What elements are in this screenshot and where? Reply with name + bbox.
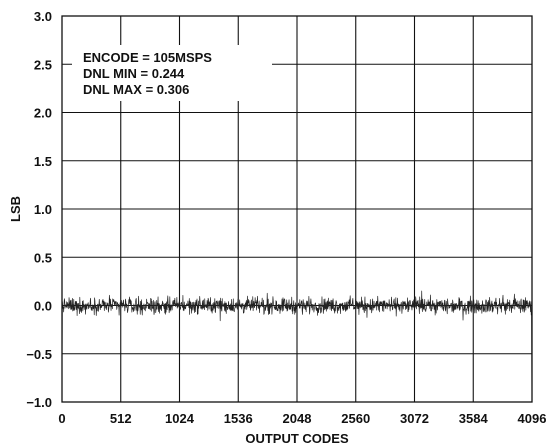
x-tick-labels: 0 512 1024 1536 2048 2560 3072 3584 4096 — [58, 411, 546, 426]
y-tick-label: 1.0 — [34, 202, 52, 217]
x-tick-label: 4096 — [518, 411, 547, 426]
x-tick-label: 512 — [110, 411, 132, 426]
y-tick-label: 0.0 — [34, 299, 52, 314]
annotation-encode: ENCODE = 105MSPS — [83, 50, 212, 65]
annotation-dnl-min: DNL MIN = 0.244 — [83, 66, 185, 81]
dnl-trace — [61, 290, 533, 403]
x-tick-label: 2560 — [341, 411, 370, 426]
y-tick-label: −0.5 — [26, 347, 52, 362]
annotation-box — [72, 45, 272, 101]
y-tick-label: 0.5 — [34, 250, 52, 265]
plot-frame — [61, 15, 533, 403]
y-tick-label: −1.0 — [26, 395, 52, 410]
x-tick-label: 1536 — [224, 411, 253, 426]
y-tick-label: 1.5 — [34, 154, 52, 169]
x-tick-label: 1024 — [165, 411, 195, 426]
y-tick-labels: 3.0 2.5 2.0 1.5 1.0 0.5 0.0 −0.5 −1.0 — [26, 9, 52, 410]
x-tick-label: 3072 — [400, 411, 429, 426]
x-tick-label: 3584 — [459, 411, 489, 426]
dnl-series-line — [61, 290, 533, 403]
x-tick-label: 0 — [58, 411, 65, 426]
x-axis-label: OUTPUT CODES — [245, 431, 349, 446]
annotation-dnl-max: DNL MAX = 0.306 — [83, 82, 189, 97]
y-axis-label: LSB — [8, 196, 23, 222]
y-tick-label: 2.5 — [34, 57, 52, 72]
y-tick-label: 3.0 — [34, 9, 52, 24]
x-tick-label: 2048 — [283, 411, 312, 426]
y-tick-label: 2.0 — [34, 106, 52, 121]
